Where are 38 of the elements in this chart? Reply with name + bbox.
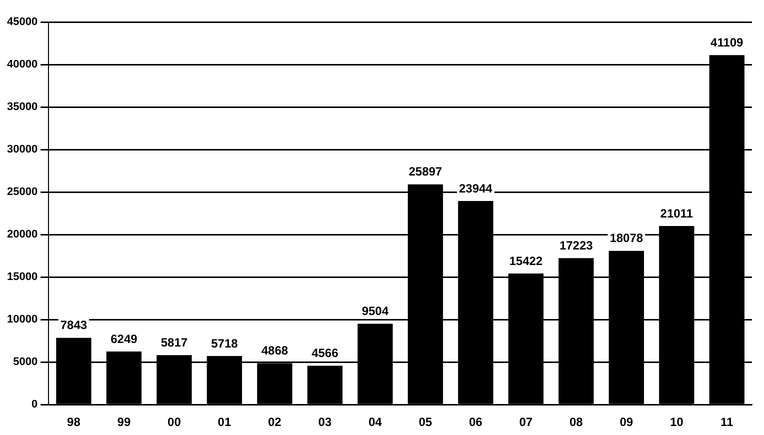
data-label: 4566 [312,346,339,360]
y-tick-label: 15000 [6,271,38,284]
data-label: 25897 [408,164,442,179]
x-tick-label: 99 [117,415,131,430]
x-tick-label: 06 [468,415,483,430]
x-tick-label: 04 [368,415,382,430]
y-tick-label: 20000 [6,228,38,241]
data-label: 21011 [660,206,694,220]
x-tick-label: 00 [168,415,182,430]
data-label: 9504 [362,304,389,318]
x-tick-label: 11 [720,415,734,430]
y-tick-label: 10000 [6,314,38,326]
x-tick-label: 01 [218,415,232,430]
y-tick-label: 30000 [6,144,38,156]
data-label: 5718 [211,336,238,350]
x-tick-label: 98 [67,415,81,430]
data-label: 6249 [110,332,138,346]
y-tick-label: 0 [31,398,38,411]
data-label: 23944 [458,181,493,196]
x-tick-label: 10 [670,415,684,430]
y-tick-label: 5000 [13,356,38,368]
y-tick-label: 45000 [6,16,38,28]
x-tick-label: 07 [519,415,533,430]
data-label: 15422 [509,254,543,268]
x-tick-label: 08 [569,415,584,430]
x-tick-label: 02 [268,415,282,430]
x-tick-label: 09 [620,415,634,430]
y-tick-label: 25000 [6,186,38,198]
x-tick-label: 03 [318,415,332,430]
data-label: 7843 [60,318,88,332]
data-label: 17223 [559,238,594,252]
data-label: 18078 [610,231,644,246]
data-label: 5817 [160,335,188,350]
y-tick-label: 40000 [6,58,38,71]
data-label: 41109 [710,35,744,50]
data-label: 4868 [261,344,288,358]
x-tick-label: 05 [418,415,432,430]
y-tick-label: 35000 [6,101,38,114]
